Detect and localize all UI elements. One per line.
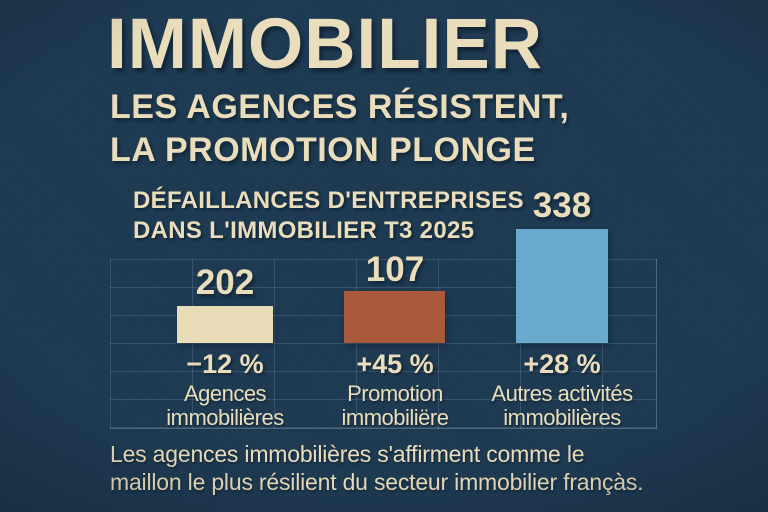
bar-autres xyxy=(516,229,608,343)
bar-label-promotion-line2: immobiliëre xyxy=(341,405,449,430)
bar-label-autres-line2: immobilières xyxy=(503,405,621,430)
bar-promotion xyxy=(344,291,445,343)
footer-caption-line2: maillon le plus résilient du secteur imm… xyxy=(110,469,644,495)
bar-label-agences-line1: Agences xyxy=(183,381,267,406)
chart-title: DÉFAILLANCES D'ENTREPRISES DANS L'IMMOBI… xyxy=(133,186,524,246)
bar-change-agences: −12 % xyxy=(186,349,264,379)
bar-value-agences: 202 xyxy=(195,263,255,302)
bar-label-promotion: Promotion immobiliëre xyxy=(300,382,490,430)
bar-value-autres: 338 xyxy=(532,186,592,225)
page-title: IMMOBILIER xyxy=(107,5,543,84)
chart-title-line1: DÉFAILLANCES D'ENTREPRISES xyxy=(133,187,524,214)
bar-label-promotion-line1: Promotion xyxy=(347,381,443,406)
footer-caption: Les agences immobilières s'affirment com… xyxy=(110,440,644,496)
bar-change-promotion: +45 % xyxy=(356,349,434,379)
bar-label-autres: Autres activités immobilières xyxy=(467,382,657,430)
bar-label-autres-line1: Autres activités xyxy=(491,381,633,406)
bar-value-promotion: 107 xyxy=(365,250,425,289)
bar-change-autres: +28 % xyxy=(523,349,601,379)
footer-caption-line1: Les agences immobilières s'affirment com… xyxy=(110,441,585,467)
page-subtitle-line1: LES AGENCES RÉSISTENT, xyxy=(110,88,570,126)
chart-title-line2: DANS L'IMMOBILIER T3 2025 xyxy=(133,217,475,244)
bar-label-agences-line2: immobilières xyxy=(166,405,284,430)
page-subtitle-line2: LA PROMOTION PLONGE xyxy=(110,131,536,169)
page-subtitle: LES AGENCES RÉSISTENT, LA PROMOTION PLON… xyxy=(110,86,569,172)
bar-label-agences: Agences immobilières xyxy=(130,382,320,430)
bar-agences xyxy=(177,306,273,343)
